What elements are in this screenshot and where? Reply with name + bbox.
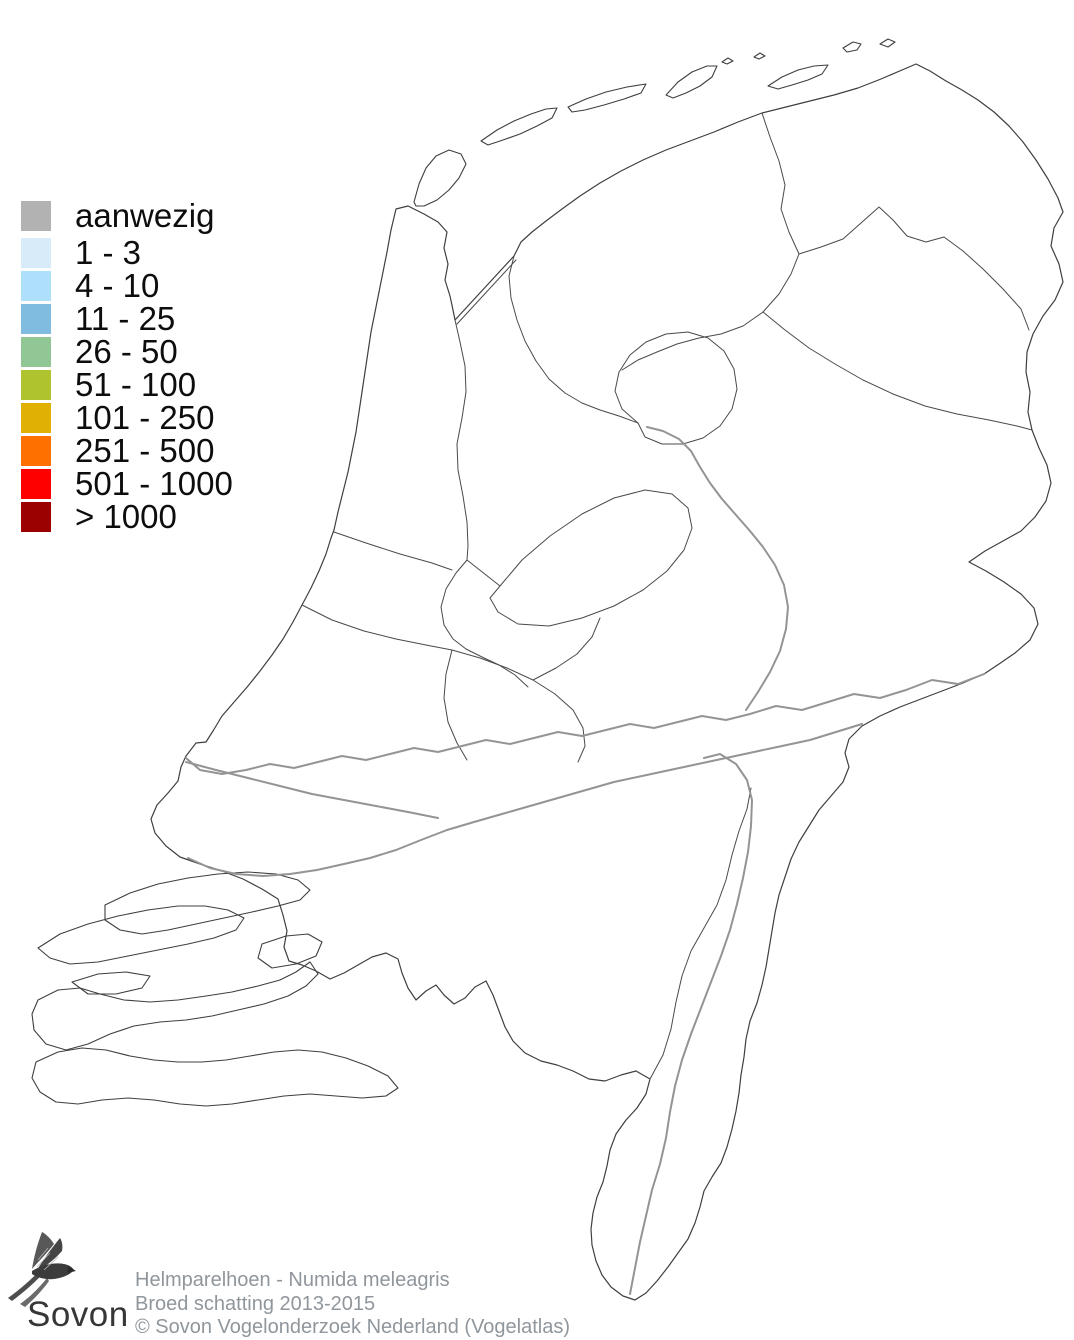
island-tholen: [257, 933, 323, 969]
legend-item: > 1000: [21, 498, 233, 535]
island-vlieland: [480, 107, 558, 146]
province-borders: [301, 112, 1033, 1080]
caption-period: Broed schatting 2013-2015: [135, 1292, 376, 1315]
region-zeeuws-vlaanderen: [31, 1047, 399, 1107]
ijsselmeer-and-polders: [440, 255, 738, 688]
legend-swatch: [21, 469, 51, 499]
legend-item-label: > 1000: [75, 498, 177, 535]
legend-item-label: 1 - 3: [75, 234, 142, 271]
border-drenthe-overijssel: [762, 311, 1033, 431]
border-friesland-groningen: [761, 112, 800, 255]
legend-item: 26 - 50: [21, 333, 233, 370]
houtribdijk: [466, 559, 501, 587]
sovon-wordmark: Sovon: [27, 1295, 129, 1334]
friesland-west-shore: [508, 255, 639, 424]
legend-swatch: [21, 337, 51, 367]
river-nieuwe-waterweg: [185, 761, 439, 819]
river-maas: [629, 753, 753, 1295]
legend-item-label: 251 - 500: [75, 432, 215, 469]
legend-item: 501 - 1000: [21, 465, 233, 502]
legend-item: aanwezig: [21, 197, 233, 234]
river-rijn-lek: [185, 673, 985, 775]
legend-item: 1 - 3: [21, 234, 233, 271]
island-schouwen-duiveland: [37, 905, 245, 965]
legend-item: 11 - 25: [21, 300, 233, 337]
mainland-outline: [150, 63, 1064, 1301]
legend-item-label: 11 - 25: [75, 300, 176, 337]
rivers: [185, 426, 985, 1295]
legend-item: 4 - 10: [21, 267, 233, 304]
legend-item: 251 - 500: [21, 432, 233, 469]
legend-item: 51 - 100: [21, 366, 233, 403]
legend-swatch: [21, 238, 51, 268]
legend-item: 101 - 250: [21, 399, 233, 436]
island-schiermonnikoog: [767, 64, 829, 90]
legend-swatch: [21, 304, 51, 334]
wadden-islands: [413, 38, 896, 207]
legend-item-label: 4 - 10: [75, 267, 160, 304]
noord-holland-east-shore: [440, 319, 529, 688]
noordoostpolder: [614, 331, 738, 445]
border-noord-zuid-holland: [301, 604, 453, 651]
afsluitdijk-inner-line: [456, 259, 517, 325]
islet: [753, 52, 766, 60]
sovon-logo-swallow-icon: [8, 1232, 76, 1307]
islet: [879, 38, 896, 48]
flevoland-polder: [489, 489, 693, 627]
island-noord-beveland: [71, 971, 151, 995]
legend-item-label: 501 - 1000: [75, 465, 233, 502]
legend-swatch: [21, 436, 51, 466]
island-goeree-overflakkee: [104, 871, 311, 935]
legend-swatch: [21, 403, 51, 433]
map-caption: Helmparelhoen - Numida meleagris Broed s…: [135, 1269, 570, 1340]
legend-item-label: 51 - 100: [75, 366, 197, 403]
island-terschelling: [567, 83, 647, 113]
island-walcheren-beveland: [31, 961, 319, 1051]
noordzeekanaal: [333, 531, 453, 571]
legend-swatch: [21, 271, 51, 301]
island-ameland: [665, 65, 718, 99]
caption-copyright: © Sovon Vogelonderzoek Nederland (Vogela…: [135, 1316, 571, 1338]
border-friesland-drenthe: [621, 253, 800, 371]
river-waal-hollandsdiep: [187, 723, 863, 877]
islet: [842, 41, 862, 53]
island-texel: [413, 149, 467, 207]
border-groningen-drenthe: [798, 206, 1030, 331]
legend-swatch: [21, 370, 51, 400]
caption-species: Helmparelhoen - Numida meleagris: [135, 1269, 450, 1291]
legend-item-label: aanwezig: [75, 197, 215, 234]
border-utrecht-north: [451, 649, 586, 763]
border-utrecht-west: [443, 649, 468, 761]
border-utrecht-east: [532, 617, 601, 681]
river-ijssel: [646, 426, 789, 711]
border-brabant-limburg: [649, 787, 752, 1080]
legend-swatch: [21, 502, 51, 532]
legend-item-label: 26 - 50: [75, 333, 178, 370]
islet: [721, 57, 734, 65]
legend-item-label: 101 - 250: [75, 399, 215, 436]
delta-islands: [31, 871, 399, 1107]
legend-swatch: [21, 201, 51, 231]
